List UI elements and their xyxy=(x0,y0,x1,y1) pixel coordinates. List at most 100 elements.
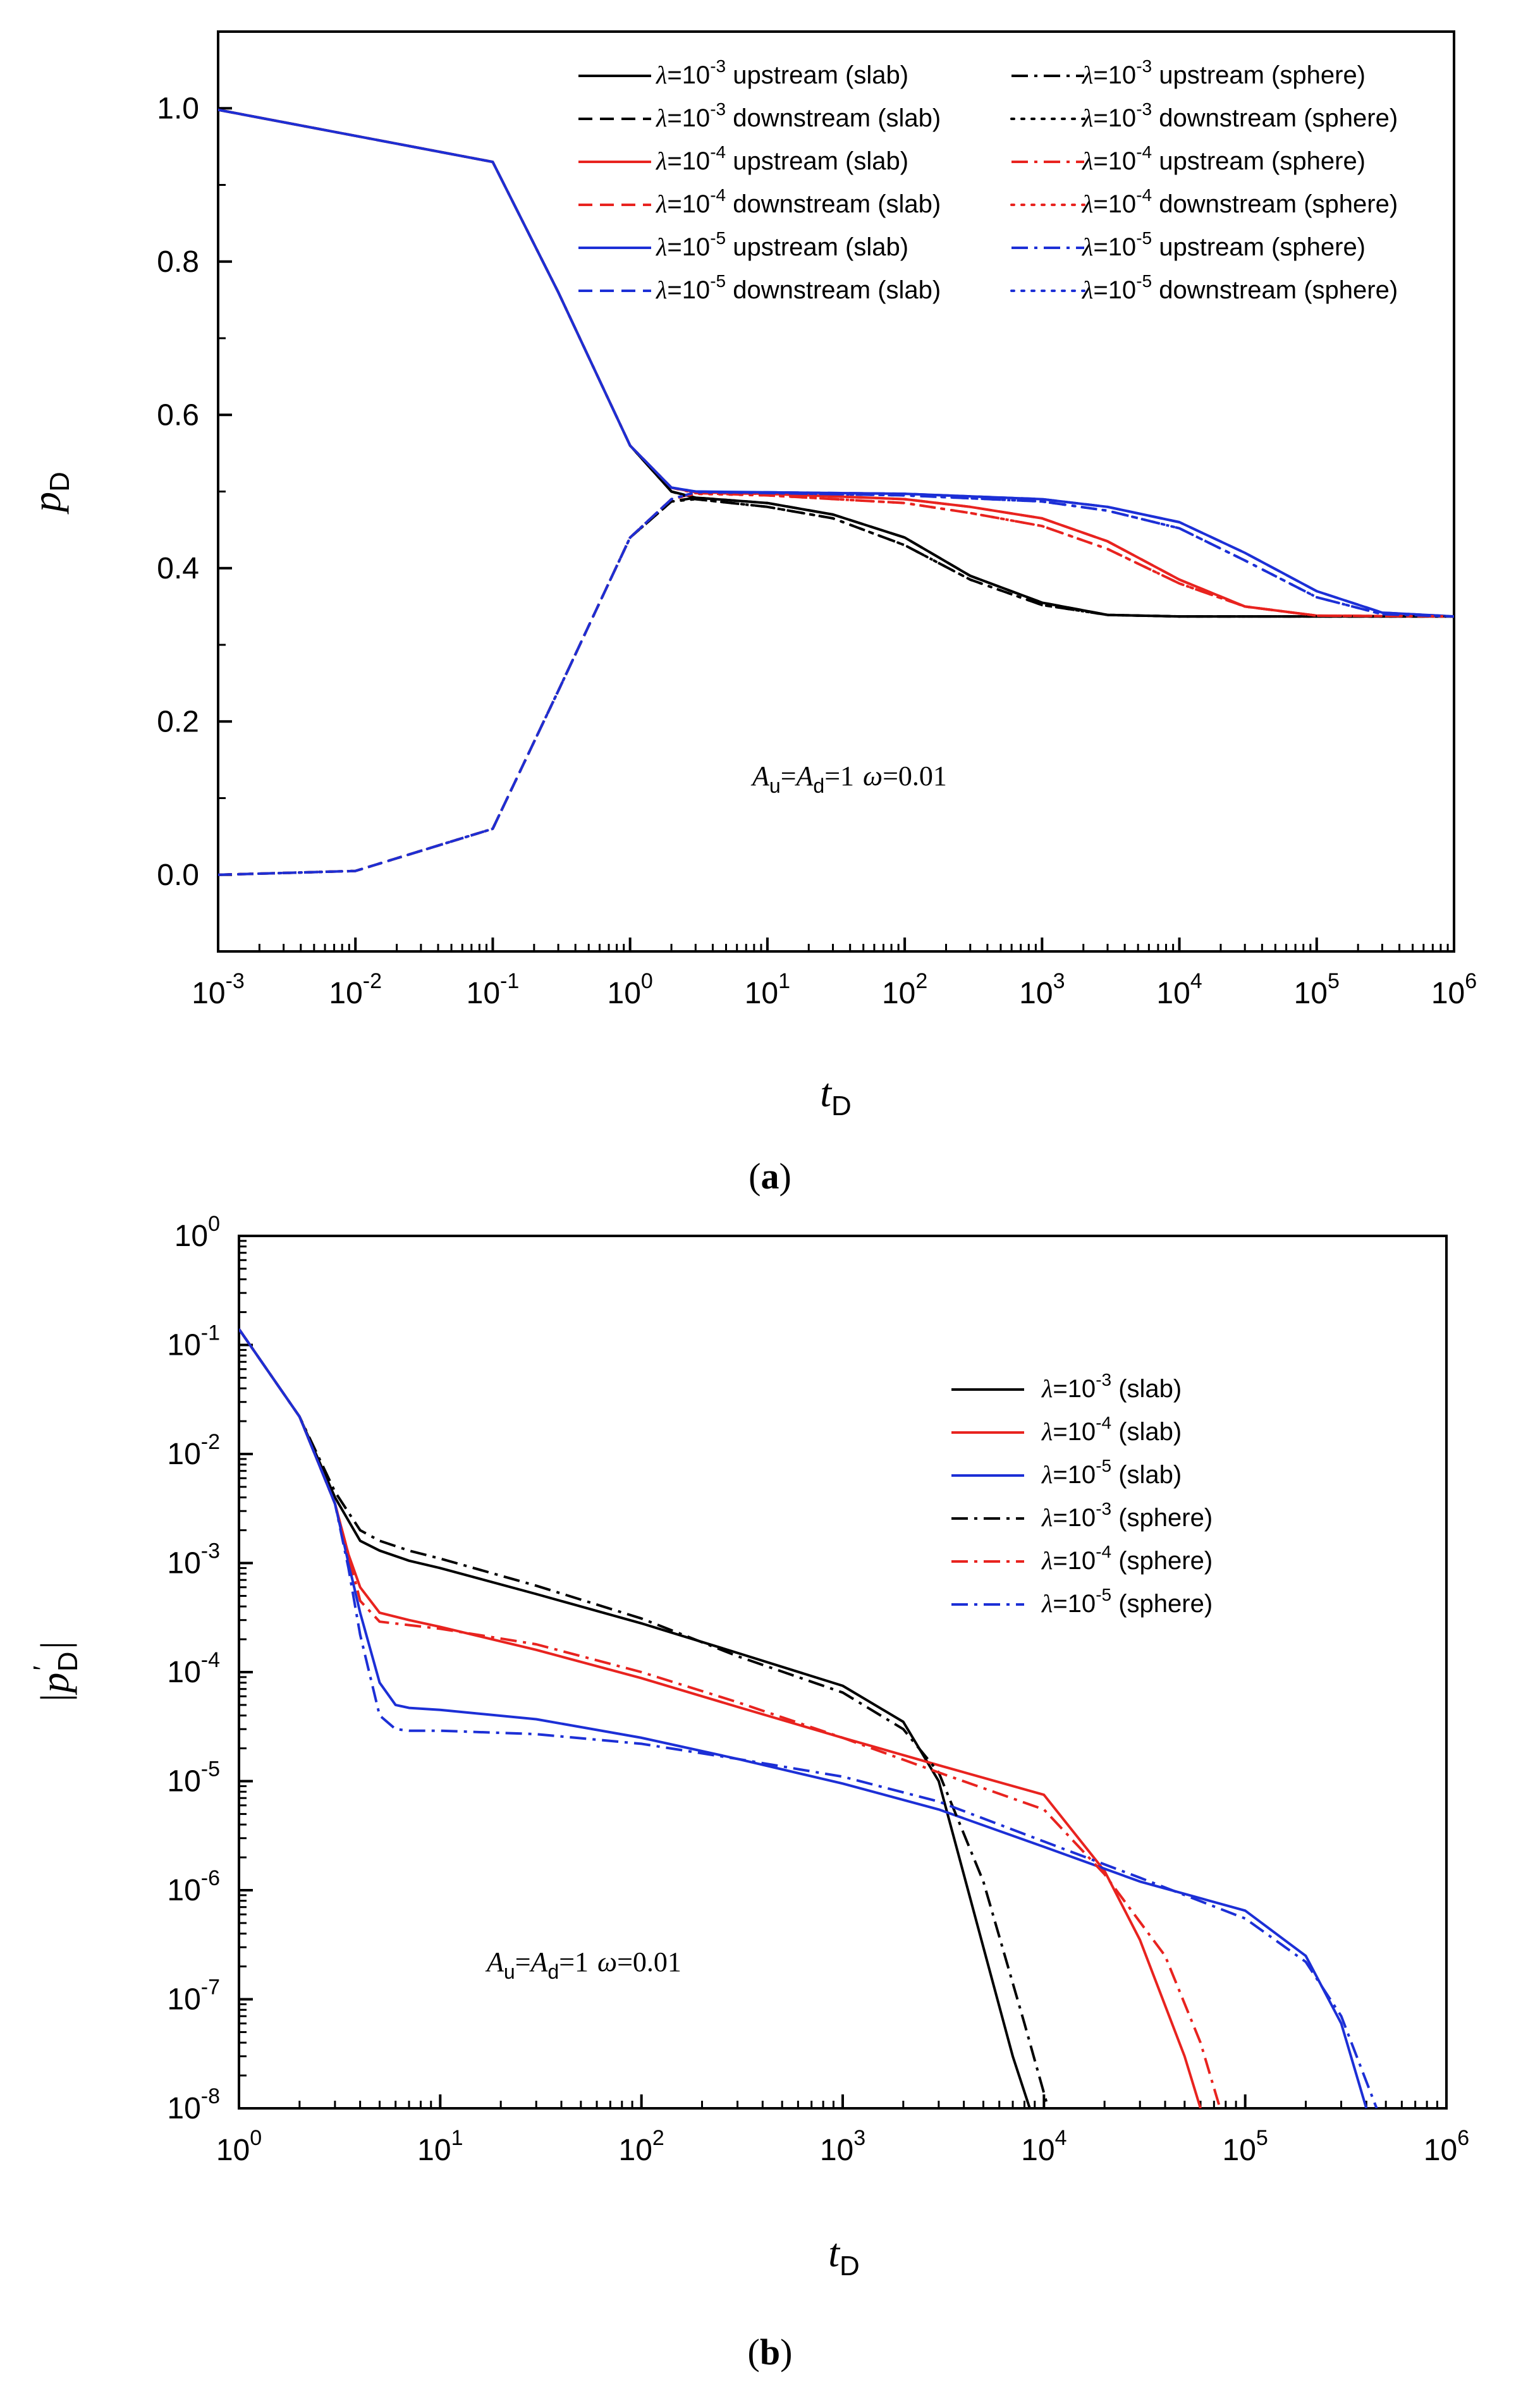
legend-text: (sphere) xyxy=(1111,1547,1213,1575)
x-tick-label: 104 xyxy=(1021,2126,1066,2167)
legend-text: (sphere) xyxy=(1111,1590,1213,1618)
legend-label: λ=10-5 upstream (sphere) xyxy=(1082,228,1366,261)
parameter-annotation: Au=Ad=1 ω=0.01 xyxy=(485,1946,681,1983)
legend-item: λ=10-3 downstream (slab) xyxy=(578,99,941,132)
tick-base: 10 xyxy=(216,2134,250,2167)
legend-exponent: -3 xyxy=(710,99,726,119)
x-tick-label: 101 xyxy=(417,2126,463,2167)
legend-exponent: -5 xyxy=(1136,271,1152,291)
annotation-eq: = xyxy=(515,1946,531,1977)
legend-lambda: λ xyxy=(1041,1503,1053,1532)
annotation-omega: ω xyxy=(597,1946,617,1977)
legend-lambda: λ xyxy=(656,233,667,261)
annotation-a-symbol-2: A xyxy=(795,761,814,791)
panel-label-letter: b xyxy=(760,2331,780,2373)
x-axis-symbol: t xyxy=(828,2230,841,2275)
legend-label: λ=10-4 downstream (sphere) xyxy=(1082,185,1398,218)
legend-exponent: -5 xyxy=(1096,1456,1111,1476)
tick-base: 10 xyxy=(1156,977,1190,1010)
legend-text: downstream (slab) xyxy=(726,276,941,304)
panel-a: 10-3 10-2 10-1 100 101 102 103 104 105 106 0.00.2… xyxy=(24,30,1477,1197)
legend-eq: =10 xyxy=(1053,1375,1096,1403)
tick-exponent: 1 xyxy=(778,969,790,993)
legend-text: downstream (sphere) xyxy=(1152,276,1398,304)
tick-exponent: 4 xyxy=(1055,2126,1067,2150)
tick-exponent: 6 xyxy=(1457,2126,1469,2150)
legend-lambda: λ xyxy=(1041,1460,1053,1489)
annotation-sub-d: d xyxy=(813,774,824,797)
tick-exponent: -1 xyxy=(201,1321,220,1345)
tick-exponent: 4 xyxy=(1190,969,1202,993)
y-tick-label: 10-6 xyxy=(167,1866,220,1907)
legend-exponent: -5 xyxy=(710,228,726,248)
y-tick-label: 0.0 xyxy=(157,858,199,892)
legend-text: downstream (sphere) xyxy=(1152,190,1398,218)
tick-exponent: -6 xyxy=(201,1866,220,1890)
tick-base: 10 xyxy=(608,977,641,1010)
tick-exponent: -3 xyxy=(226,969,245,993)
legend-text: upstream (slab) xyxy=(726,147,908,175)
y-tick-label: 10-5 xyxy=(167,1757,220,1799)
legend-eq: =10 xyxy=(667,104,710,132)
series-group xyxy=(239,1328,1378,2108)
tick-base: 10 xyxy=(329,977,362,1010)
legend-item: λ=10-5 upstream (slab) xyxy=(578,228,908,261)
annotation-sub-u: u xyxy=(504,1960,515,1983)
x-tick-label: 103 xyxy=(1019,969,1065,1010)
tick-base: 10 xyxy=(1424,2134,1457,2167)
legend-item: λ=10-3 upstream (sphere) xyxy=(1011,56,1366,89)
series-group xyxy=(218,108,1454,876)
legend-eq: =10 xyxy=(1053,1418,1096,1446)
legend-lambda: λ xyxy=(1082,190,1093,218)
tick-exponent: -8 xyxy=(201,2084,220,2108)
legend-label: λ=10-3 (sphere) xyxy=(1041,1499,1213,1532)
legend-eq: =10 xyxy=(667,233,710,261)
tick-base: 10 xyxy=(167,1983,200,2017)
legend-eq: =10 xyxy=(1053,1547,1096,1575)
y-tick-label: 0.2 xyxy=(157,705,199,738)
x-tick-label: 105 xyxy=(1294,969,1340,1010)
y-axis-subscript: D xyxy=(52,1651,83,1671)
tick-base: 10 xyxy=(1223,2134,1256,2167)
legend-eq: =10 xyxy=(1093,233,1136,261)
tick-base: 10 xyxy=(174,1219,208,1253)
legend-item: λ=10-3 upstream (slab) xyxy=(578,56,908,89)
tick-base: 10 xyxy=(1431,977,1465,1010)
legend-lambda: λ xyxy=(1082,104,1093,132)
panel-label: (a) xyxy=(749,1156,791,1197)
legend-lambda: λ xyxy=(656,147,667,175)
x-tick-labels: 100 101 102 103 104 105 106 xyxy=(216,2126,1469,2167)
legend-eq: =10 xyxy=(1053,1504,1096,1532)
x-axis-title: tD xyxy=(820,1070,852,1121)
legend-item: λ=10-3 downstream (sphere) xyxy=(1010,99,1398,132)
legend-exponent: -4 xyxy=(1136,185,1152,205)
tick-base: 10 xyxy=(167,1765,200,1799)
legend-eq: =10 xyxy=(1093,104,1136,132)
annotation-omega-value: =0.01 xyxy=(617,1946,681,1977)
legend-label: λ=10-3 upstream (slab) xyxy=(656,56,908,89)
tick-base: 10 xyxy=(167,1438,200,1471)
x-tick-label: 100 xyxy=(608,969,653,1010)
x-tick-label: 100 xyxy=(216,2126,262,2167)
legend-item: λ=10-3 (slab) xyxy=(951,1370,1182,1403)
legend-exponent: -3 xyxy=(1136,56,1152,76)
tick-exponent: 0 xyxy=(208,1212,220,1236)
tick-exponent: -2 xyxy=(201,1430,220,1454)
series-line xyxy=(218,496,1454,876)
tick-base: 10 xyxy=(167,1874,200,1907)
series-line xyxy=(218,498,1454,876)
tick-base: 10 xyxy=(417,2134,451,2167)
legend-item: λ=10-5 downstream (slab) xyxy=(578,271,941,304)
series-line xyxy=(218,108,1454,618)
x-tick-label: 10-2 xyxy=(329,969,382,1010)
tick-exponent: -5 xyxy=(201,1757,220,1781)
x-tick-label: 106 xyxy=(1431,969,1477,1010)
legend-exponent: -3 xyxy=(710,56,726,76)
y-axis-title: |p'D| xyxy=(27,1641,83,1704)
series-line xyxy=(218,492,1454,876)
tick-exponent: 2 xyxy=(915,969,927,993)
annotation-a-symbol-2: A xyxy=(529,1946,549,1977)
legend-text: downstream (sphere) xyxy=(1152,104,1398,132)
legend-exponent: -4 xyxy=(710,185,726,205)
